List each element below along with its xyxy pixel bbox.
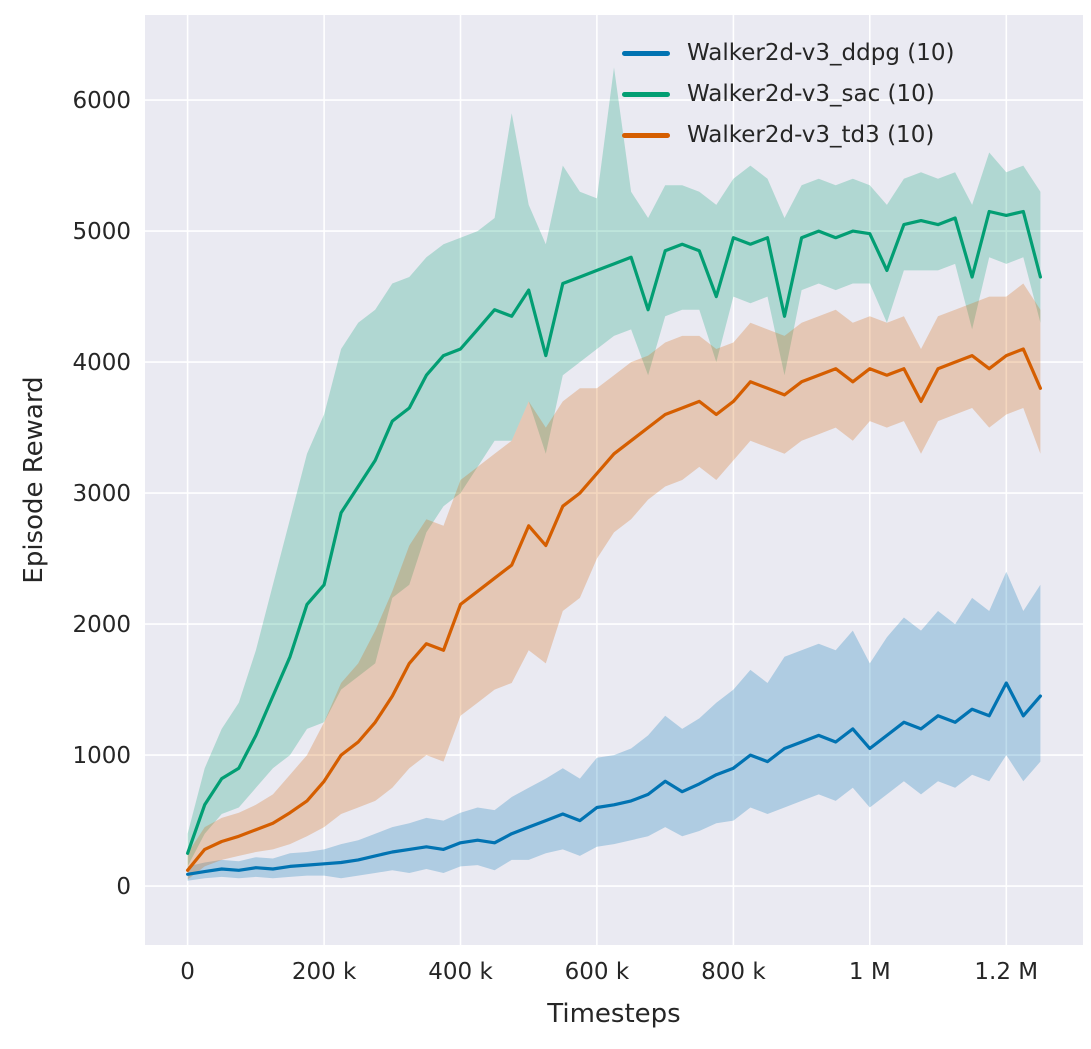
legend-label-sac: Walker2d-v3_sac (10) — [687, 81, 935, 107]
y-tick-label: 5000 — [72, 219, 131, 245]
plot-area — [145, 15, 1083, 945]
x-tick-label: 400 k — [428, 959, 493, 985]
legend-item-ddpg: Walker2d-v3_ddpg (10) — [622, 40, 954, 66]
legend-item-td3: Walker2d-v3_td3 (10) — [622, 122, 954, 148]
x-axis-label: Timesteps — [547, 999, 681, 1029]
series-line-td3 — [186, 347, 1043, 872]
y-tick-label: 4000 — [72, 350, 131, 376]
legend-label-ddpg: Walker2d-v3_ddpg (10) — [687, 40, 955, 66]
x-tick-label: 1 M — [849, 959, 891, 985]
x-tick-label: 1.2 M — [974, 959, 1038, 985]
grid — [145, 15, 1083, 945]
x-tick-label: 200 k — [292, 959, 357, 985]
legend-item-sac: Walker2d-v3_sac (10) — [622, 81, 954, 107]
legend-line-swatch-ddpg — [622, 50, 670, 56]
series-band-td3 — [187, 283, 1041, 880]
legend-line-swatch-td3 — [622, 132, 670, 138]
x-tick-label: 800 k — [701, 959, 766, 985]
x-tick-label: 600 k — [565, 959, 630, 985]
series-band-sac — [187, 67, 1041, 867]
legend-line-swatch-sac — [622, 91, 670, 97]
legend-label-td3: Walker2d-v3_td3 (10) — [687, 122, 935, 148]
y-tick-label: 6000 — [72, 88, 131, 114]
y-axis-label: Episode Reward — [19, 376, 49, 584]
y-tick-label: 3000 — [72, 481, 131, 507]
series-band-ddpg — [187, 571, 1041, 881]
y-tick-label: 0 — [116, 874, 131, 900]
x-tick-label: 0 — [180, 959, 195, 985]
y-tick-label: 2000 — [72, 612, 131, 638]
y-tick-label: 1000 — [72, 743, 131, 769]
series-line-ddpg — [186, 681, 1043, 876]
legend: Walker2d-v3_ddpg (10) Walker2d-v3_sac (1… — [622, 40, 954, 148]
series-line-sac — [186, 209, 1043, 855]
